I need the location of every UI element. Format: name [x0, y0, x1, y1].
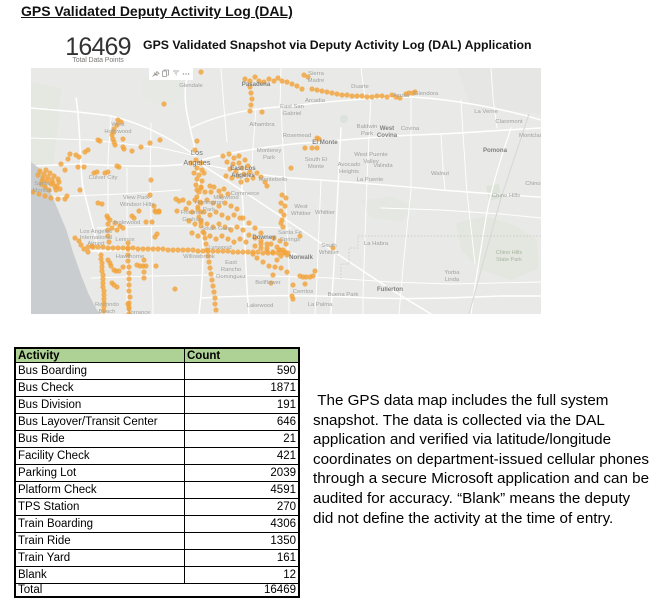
svg-text:Monica: Monica [33, 188, 53, 194]
svg-text:Huntington: Huntington [195, 200, 224, 206]
svg-text:Pomona: Pomona [483, 147, 508, 154]
svg-text:Montebello: Montebello [259, 177, 289, 183]
svg-text:Monterey: Monterey [257, 148, 282, 154]
svg-text:Fullerton: Fullerton [377, 286, 403, 293]
svg-text:Rancho: Rancho [221, 267, 242, 273]
svg-text:La Palma: La Palma [308, 302, 334, 308]
svg-text:Avocado: Avocado [338, 162, 362, 168]
svg-text:Yorba: Yorba [444, 270, 460, 276]
svg-text:Gabriel: Gabriel [283, 111, 302, 117]
svg-text:Duarte: Duarte [351, 84, 369, 90]
svg-text:South El: South El [305, 157, 327, 163]
svg-text:West: West [380, 125, 394, 132]
svg-text:Maywood: Maywood [213, 195, 238, 201]
svg-text:East Los: East Los [230, 165, 256, 172]
svg-text:Covina: Covina [401, 126, 420, 132]
svg-text:Whittier: Whittier [319, 250, 339, 256]
svg-text:Valinda: Valinda [373, 163, 393, 169]
svg-text:Arcadia: Arcadia [305, 98, 326, 104]
svg-text:International: International [80, 235, 112, 241]
svg-text:Claremont: Claremont [495, 119, 523, 125]
svg-text:Florence-: Florence- [181, 210, 206, 216]
svg-text:Santa Fe: Santa Fe [278, 230, 303, 236]
svg-text:View Park-: View Park- [123, 195, 151, 201]
svg-text:Buena Park: Buena Park [328, 292, 359, 298]
svg-text:Commerce: Commerce [231, 191, 261, 197]
svg-text:Valley: Valley [363, 159, 379, 165]
svg-text:Graham: Graham [182, 217, 203, 223]
svg-text:Beach: Beach [99, 309, 116, 314]
svg-text:Torrance: Torrance [128, 310, 152, 314]
svg-text:Park: Park [203, 207, 215, 213]
svg-text:Walnut: Walnut [431, 171, 449, 177]
svg-text:Hawthorne: Hawthorne [116, 254, 145, 260]
svg-text:La Puente: La Puente [357, 177, 385, 183]
svg-text:Lynwood: Lynwood [208, 245, 231, 251]
svg-text:Lakewood: Lakewood [247, 303, 274, 309]
svg-text:Willowbrook: Willowbrook [183, 254, 215, 260]
svg-text:La Habra: La Habra [364, 241, 389, 247]
svg-text:Los Angeles: Los Angeles [80, 229, 112, 235]
svg-text:Rosemead: Rosemead [283, 133, 312, 139]
svg-text:West: West [294, 204, 308, 210]
svg-text:Chino Hills: Chino Hills [496, 250, 523, 256]
svg-text:Hollywood: Hollywood [104, 129, 131, 135]
svg-text:Covina: Covina [377, 132, 398, 139]
svg-text:Springs: Springs [280, 237, 300, 243]
svg-text:Los: Los [191, 148, 203, 157]
svg-text:Cerritos: Cerritos [293, 289, 314, 295]
svg-text:Windsor Hills: Windsor Hills [120, 202, 154, 208]
svg-text:Angeles: Angeles [183, 158, 211, 167]
svg-text:Culver City: Culver City [89, 175, 118, 181]
svg-text:East: East [225, 260, 237, 266]
svg-text:El Monte: El Monte [312, 139, 338, 146]
svg-text:South Gate: South Gate [201, 226, 232, 232]
svg-text:Santa: Santa [34, 181, 50, 187]
svg-text:Glendale: Glendale [179, 83, 203, 89]
svg-text:South: South [321, 243, 336, 249]
svg-text:Linda: Linda [445, 277, 460, 283]
svg-text:Sierra: Sierra [308, 71, 324, 77]
svg-text:East San: East San [280, 104, 304, 110]
svg-text:Inglewood: Inglewood [114, 220, 141, 226]
svg-text:Madre: Madre [308, 78, 325, 84]
svg-text:Park: Park [263, 155, 275, 161]
svg-text:Airport: Airport [87, 241, 105, 247]
svg-text:Angeles: Angeles [231, 172, 255, 179]
svg-text:Whittier: Whittier [315, 210, 335, 216]
svg-text:Downey: Downey [252, 234, 276, 241]
svg-text:West Puente: West Puente [354, 152, 388, 158]
svg-text:State Park: State Park [496, 257, 522, 263]
svg-text:Chino: Chino [525, 181, 541, 187]
svg-text:Montclair: Montclair [519, 133, 541, 139]
svg-text:Alhambra: Alhambra [249, 122, 275, 128]
svg-text:Park: Park [361, 131, 373, 137]
svg-text:Glendora: Glendora [414, 91, 439, 97]
svg-text:Redondo: Redondo [95, 302, 120, 308]
svg-text:La Verne: La Verne [474, 109, 498, 115]
svg-text:Dominguez: Dominguez [216, 274, 246, 280]
svg-text:Chino Hills: Chino Hills [492, 193, 520, 199]
svg-text:Whittier: Whittier [291, 211, 311, 217]
svg-text:Monte: Monte [308, 164, 325, 170]
svg-text:Lennox: Lennox [115, 237, 134, 243]
svg-text:Heights: Heights [339, 169, 359, 175]
svg-text:West: West [111, 122, 125, 128]
svg-text:Bellflower: Bellflower [255, 280, 281, 286]
svg-text:Azusa: Azusa [393, 93, 410, 99]
svg-text:Norwalk: Norwalk [289, 254, 313, 261]
svg-text:Pasadena: Pasadena [242, 81, 271, 88]
svg-text:Baldwin: Baldwin [357, 124, 378, 130]
